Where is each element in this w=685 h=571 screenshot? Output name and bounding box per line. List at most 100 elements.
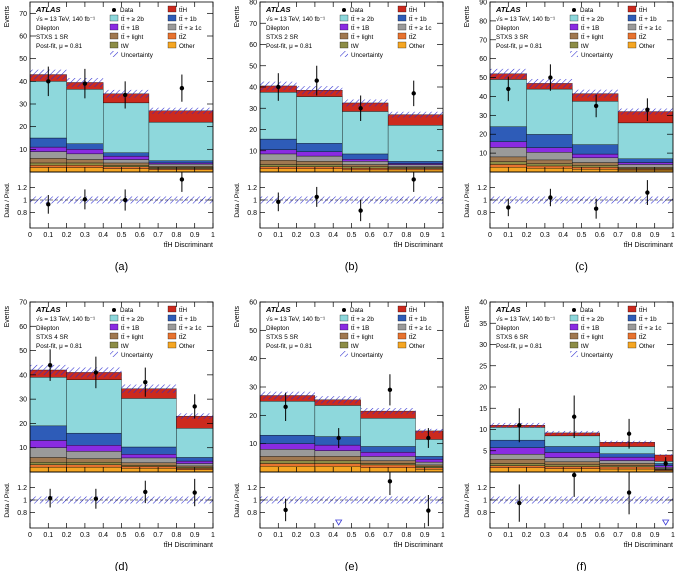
ratio-tick-label: 1 [253, 498, 257, 505]
y-tick-label: 50 [249, 328, 257, 335]
y-axis-label: Events [234, 306, 241, 328]
bar-segment [415, 439, 444, 457]
legend-label: tt̄ + 1B [351, 324, 369, 332]
ratio-tick-label: 0.8 [247, 510, 257, 517]
legend-swatch [339, 23, 349, 31]
x-tick-label: 0 [488, 532, 492, 539]
x-tick-label: 0.2 [522, 232, 532, 239]
fit-label: Post-fit, μ = 0.81 [36, 343, 83, 350]
channel-label: Dilepton [36, 325, 60, 332]
channel-label: Dilepton [266, 325, 290, 332]
y-tick-label: 70 [19, 11, 27, 18]
legend-data-label: Data [350, 7, 364, 14]
y-tick-label: 5 [483, 448, 487, 455]
x-tick-label: 0.8 [172, 532, 182, 539]
bar-segment [415, 468, 444, 473]
panel-caption: (c) [575, 261, 588, 273]
ratio-tick-label: 0.8 [247, 210, 257, 217]
legend-uncertainty-swatch [110, 51, 118, 57]
bar-segment [342, 168, 389, 171]
legend-swatch [167, 41, 177, 49]
energy-label: √s = 13 TeV, 140 fb⁻¹ [496, 316, 555, 323]
legend-swatch [627, 341, 637, 349]
x-tick-label: 0.9 [420, 532, 430, 539]
bar-segment [259, 460, 316, 464]
x-tick-label: 0.2 [292, 532, 302, 539]
y-axis-label: Events [234, 6, 241, 28]
y-tick-label: 40 [479, 94, 487, 101]
legend-label: Other [179, 43, 195, 50]
ratio-point [179, 177, 185, 182]
x-tick-label: 0.5 [347, 532, 357, 539]
legend-label: tt̄ + light [121, 333, 143, 341]
bar-segment [66, 466, 122, 473]
legend-data-marker [342, 8, 346, 12]
bar-segment [572, 157, 619, 163]
bar-segment [176, 463, 214, 467]
x-tick-label: 0.7 [383, 232, 393, 239]
legend-label: tt̄ + ≥ 1c [179, 24, 202, 32]
bar-segment [654, 465, 674, 468]
x-tick-label: 0.2 [62, 532, 72, 539]
data-point [663, 461, 668, 466]
legend-label: tW [351, 343, 359, 350]
data-point [47, 362, 53, 368]
legend-label: tt̄ + ≥ 1c [409, 324, 432, 332]
bar-segment [103, 102, 150, 153]
region-label: STXS 4 SR [36, 334, 69, 341]
legend-swatch [109, 14, 119, 22]
legend-uncertainty-swatch [340, 51, 348, 57]
legend-swatch [397, 5, 407, 13]
ratio-axis-label: Data / Pred. [4, 182, 11, 217]
bar-segment [66, 432, 122, 446]
ratio-tick-label: 1 [253, 198, 257, 205]
ratio-tick-label: 1 [483, 498, 487, 505]
legend-swatch [627, 23, 637, 31]
y-tick-label: 70 [249, 21, 257, 28]
data-point [593, 103, 599, 109]
ratio-point [506, 205, 511, 210]
legend-label: tt̄ + 1b [179, 15, 197, 23]
x-tick-label: 0.1 [43, 232, 53, 239]
bar-segment [360, 446, 416, 453]
legend-swatch [339, 332, 349, 340]
y-axis-label: Events [464, 6, 471, 28]
bar-segment [314, 466, 361, 473]
bar-segment [415, 464, 444, 467]
bar-segment [103, 165, 150, 167]
y-tick-label: 80 [479, 18, 487, 25]
legend-uncertainty-label: Uncertainty [351, 352, 384, 359]
ratio-point [387, 479, 393, 484]
x-tick-label: 0.3 [80, 232, 90, 239]
bar-segment [121, 446, 177, 455]
x-tick-label: 0.2 [62, 232, 72, 239]
bar-segment [342, 161, 389, 165]
atlas-label: ATLAS [495, 5, 520, 14]
data-point [82, 81, 88, 86]
legend-swatch [569, 314, 579, 322]
data-point [122, 92, 128, 98]
data-point [426, 435, 431, 441]
x-tick-label: 1 [211, 532, 215, 539]
bar-segment [29, 137, 67, 148]
atlas-label: ATLAS [35, 5, 60, 14]
y-tick-label: 20 [249, 413, 257, 420]
bar-segment [387, 164, 444, 167]
bar-segment [314, 444, 361, 451]
bar-segment [296, 168, 343, 173]
data-point [46, 79, 51, 84]
x-tick-label: 0.2 [292, 232, 302, 239]
ratio-point [283, 507, 288, 513]
ratio-tick-label: 1.2 [477, 485, 487, 492]
legend-swatch [167, 32, 177, 40]
ratio-axis-label: Data / Pred. [234, 182, 241, 217]
x-tick-label: 0.5 [577, 532, 587, 539]
legend-swatch [397, 323, 407, 331]
bar-segment [599, 460, 655, 464]
x-tick-label: 0.4 [558, 532, 568, 539]
bar-segment [29, 377, 67, 427]
legend-label: tt̄ + ≥ 1c [179, 324, 202, 332]
y-axis-label: Events [4, 6, 11, 28]
panel-caption: (b) [345, 261, 358, 273]
y-tick-label: 10 [19, 445, 27, 452]
